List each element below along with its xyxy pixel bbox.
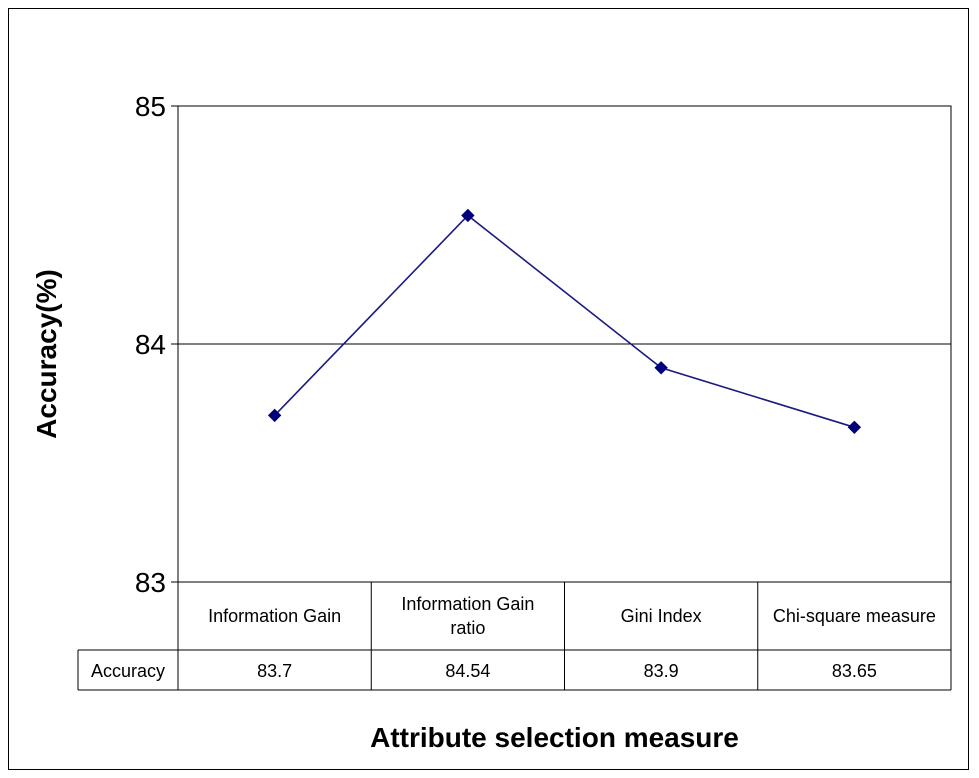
y-axis-ticks: 83 84 85 [135, 91, 178, 598]
y-tick-label: 84 [135, 329, 166, 360]
data-point-marker [847, 420, 862, 435]
data-point-marker [654, 361, 668, 375]
x-category-label: Chi-square measure [773, 606, 936, 626]
table-value-cell: 83.9 [644, 661, 679, 681]
y-tick-label: 85 [135, 91, 166, 122]
y-axis-label: Accuracy(%) [31, 269, 62, 439]
series-line [274, 214, 855, 429]
x-axis-label: Attribute selection measure [370, 722, 739, 753]
data-table: Information Gain Information Gain ratio Gin… [77, 582, 952, 691]
x-category-label: Gini Index [621, 606, 702, 626]
series-layer [267, 208, 862, 435]
x-category-label: Information Gain [208, 606, 341, 626]
table-value-cell: 83.7 [257, 661, 292, 681]
table-value-cell: 83.65 [832, 661, 877, 681]
table-series-label: Accuracy [91, 661, 165, 681]
data-point-marker [267, 408, 282, 423]
chart-frame [8, 8, 969, 770]
gridlines [178, 105, 951, 583]
table-value-cell: 84.54 [445, 661, 490, 681]
data-point-marker [461, 208, 475, 223]
x-category-label: Information Gain ratio [401, 594, 534, 638]
y-tick-label: 83 [135, 567, 166, 598]
